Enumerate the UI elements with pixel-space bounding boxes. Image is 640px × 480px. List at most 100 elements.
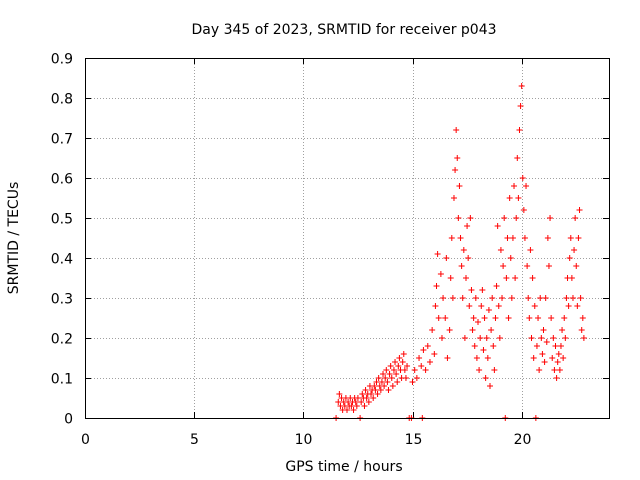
data-point: [580, 335, 587, 341]
y-axis-label: SRMTID / TECUs: [6, 182, 22, 295]
data-point: [560, 355, 567, 361]
data-point: [431, 351, 438, 357]
data-point: [481, 315, 488, 321]
data-point: [516, 127, 523, 133]
data-point: [561, 315, 568, 321]
chart-title: Day 345 of 2023, SRMTID for receiver p04…: [191, 22, 496, 38]
data-point: [513, 215, 520, 221]
data-point: [524, 263, 531, 269]
data-point: [401, 367, 408, 373]
data-point: [400, 351, 407, 357]
data-point: [395, 363, 402, 369]
data-point: [359, 391, 366, 397]
data-point: [447, 275, 454, 281]
data-point: [501, 215, 508, 221]
data-point: [480, 347, 487, 353]
data-point: [485, 307, 492, 313]
data-point: [429, 327, 436, 333]
data-point: [378, 379, 385, 385]
data-point: [443, 255, 450, 261]
data-point: [456, 183, 463, 189]
data-point: [365, 399, 372, 405]
data-point: [387, 363, 394, 369]
data-point: [392, 359, 399, 365]
data-point: [435, 315, 442, 321]
data-point: [511, 183, 518, 189]
x-tick-label: 15: [405, 432, 423, 448]
data-point: [420, 347, 427, 353]
data-point: [416, 355, 423, 361]
data-point: [490, 343, 497, 349]
data-point: [520, 207, 527, 213]
x-tick-label: 10: [295, 432, 313, 448]
plot-frame: [85, 58, 610, 419]
y-tick-label: 0.3: [51, 292, 73, 308]
axis-ticks: 0 0.1 0.2 0.3 0.4 0.5 0.6 0.7 0.8 0.9 0 5 10 15 20: [51, 52, 609, 448]
data-point: [432, 303, 439, 309]
data-point: [382, 375, 389, 381]
data-point: [540, 327, 547, 333]
data-point: [559, 327, 566, 333]
data-point: [572, 215, 579, 221]
data-point: [362, 387, 369, 393]
data-point: [535, 315, 542, 321]
data-point: [476, 367, 483, 373]
data-point: [393, 371, 400, 377]
data-point: [370, 395, 377, 401]
data-point: [402, 375, 409, 381]
data-point: [525, 295, 532, 301]
data-point: [449, 295, 456, 301]
data-point: [380, 371, 387, 377]
data-point: [547, 215, 554, 221]
data-point: [504, 235, 511, 241]
data-point: [438, 335, 445, 341]
data-point: [352, 399, 359, 405]
data-point: [381, 383, 388, 389]
data-point: [566, 255, 573, 261]
data-point: [422, 367, 429, 373]
data-point: [541, 359, 548, 365]
data-point: [518, 83, 525, 89]
data-point: [551, 367, 558, 373]
data-point: [335, 399, 342, 405]
data-point: [426, 359, 433, 365]
data-point: [444, 355, 451, 361]
data-point: [491, 367, 498, 373]
data-point: [465, 255, 472, 261]
data-point: [467, 215, 474, 221]
data-point: [495, 303, 502, 309]
data-point: [567, 235, 574, 241]
data-point: [494, 223, 501, 229]
data-point: [568, 275, 575, 281]
data-point: [482, 375, 489, 381]
data-point: [527, 247, 534, 253]
data-point: [548, 315, 555, 321]
data-point: [526, 315, 533, 321]
y-tick-label: 0.2: [51, 332, 73, 348]
data-point: [388, 375, 395, 381]
data-point: [536, 367, 543, 373]
data-point: [383, 367, 390, 373]
data-point: [458, 263, 465, 269]
data-point: [529, 275, 536, 281]
data-point: [394, 379, 401, 385]
data-point: [550, 335, 557, 341]
data-point: [460, 247, 467, 253]
data-point: [575, 235, 582, 241]
x-tick-label: 20: [514, 432, 532, 448]
data-point: [523, 183, 530, 189]
data-point: [413, 375, 420, 381]
data-point: [409, 379, 416, 385]
data-point: [348, 403, 355, 409]
data-point: [496, 335, 503, 341]
data-point: [549, 355, 556, 361]
data-point: [539, 351, 546, 357]
data-point: [363, 395, 370, 401]
data-point: [521, 235, 528, 241]
data-point: [543, 339, 550, 345]
y-tick-label: 0.4: [51, 252, 73, 268]
data-point: [577, 295, 584, 301]
data-points: [333, 83, 587, 421]
data-point: [555, 351, 562, 357]
x-axis-label: GPS time / hours: [285, 459, 402, 475]
